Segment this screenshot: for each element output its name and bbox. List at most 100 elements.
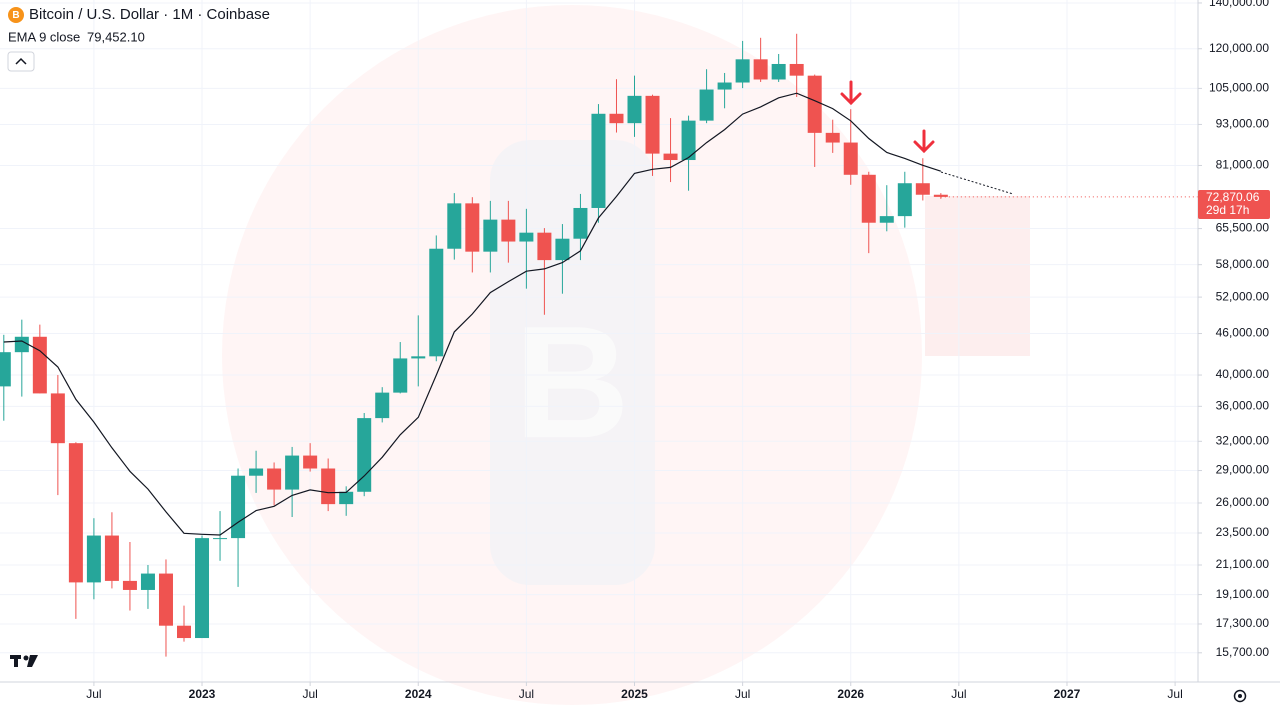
- countdown-label: 29d 17h: [1206, 203, 1249, 217]
- x-tick-label: Jul: [86, 687, 101, 701]
- candle-body: [915, 183, 930, 195]
- candle-body: [627, 95, 642, 124]
- candle-body: [267, 468, 282, 490]
- arrow-annotation: [840, 80, 935, 154]
- candle-body: [735, 59, 750, 83]
- x-tick-label: Jul: [302, 687, 317, 701]
- candle-body: [321, 468, 336, 505]
- y-tick-label: 21,100.00: [1216, 557, 1270, 571]
- candle-body: [411, 356, 426, 359]
- y-tick-label: 23,500.00: [1216, 525, 1270, 539]
- candle-body: [483, 219, 498, 252]
- ema-projection: [940, 171, 1014, 195]
- y-tick-label: 105,000.00: [1209, 81, 1269, 95]
- y-tick-label: 58,000.00: [1216, 257, 1270, 271]
- candle-body: [879, 216, 894, 223]
- candle-body: [158, 573, 173, 626]
- x-tick-label: 2025: [621, 687, 648, 701]
- candle-body: [357, 418, 372, 492]
- candle-body: [393, 358, 408, 393]
- candle-body: [50, 393, 65, 444]
- candle-body: [807, 75, 822, 133]
- candle-body: [501, 219, 516, 242]
- candle-body: [86, 535, 101, 583]
- x-tick-label: 2026: [837, 687, 864, 701]
- candle-body: [68, 443, 83, 583]
- candle-body: [753, 59, 768, 80]
- candle-body: [825, 132, 840, 143]
- projection-zone: [925, 196, 1030, 356]
- candle-body: [555, 238, 570, 261]
- candle-body: [519, 232, 534, 242]
- candle-body: [771, 63, 786, 80]
- candle-body: [609, 113, 624, 124]
- coin-icon: [8, 7, 24, 23]
- candle-body: [177, 625, 191, 639]
- candle-body: [447, 203, 462, 249]
- candle-body: [14, 336, 29, 353]
- candle-body: [717, 82, 732, 90]
- candle-body: [249, 468, 264, 476]
- y-tick-label: 36,000.00: [1216, 398, 1270, 412]
- candle-body: [789, 63, 804, 76]
- x-tick-label: 2027: [1054, 687, 1081, 701]
- price-label-box: [1198, 190, 1270, 219]
- candle-body: [933, 194, 948, 197]
- x-tick-label: Jul: [1167, 687, 1182, 701]
- tradingview-logo: [10, 655, 38, 667]
- candle-body: [591, 113, 606, 208]
- settings-button[interactable]: [1233, 689, 1247, 703]
- y-tick-label: 52,000.00: [1216, 289, 1270, 303]
- x-tick-label: Jul: [735, 687, 750, 701]
- candle-body: [861, 174, 876, 223]
- candle-body: [140, 573, 155, 590]
- y-tick-label: 29,000.00: [1216, 463, 1270, 477]
- candle-body: [573, 207, 588, 239]
- y-tick-label: 120,000.00: [1209, 41, 1269, 55]
- ema-line: [3, 92, 941, 536]
- y-tick-label: 17,300.00: [1216, 616, 1270, 630]
- y-tick-label: 46,000.00: [1216, 326, 1270, 340]
- candle-body: [465, 203, 480, 252]
- candle-body: [195, 538, 210, 639]
- x-tick-label: Jul: [519, 687, 534, 701]
- y-tick-label: 93,000.00: [1216, 117, 1270, 131]
- y-tick-label: 81,000.00: [1216, 158, 1270, 172]
- collapse-button[interactable]: [7, 51, 35, 72]
- x-tick-label: 2024: [405, 687, 432, 701]
- candle-body: [897, 183, 912, 217]
- candle-body: [285, 455, 300, 490]
- x-tick-label: Jul: [951, 687, 966, 701]
- candle-body: [104, 535, 119, 581]
- candle-body: [843, 142, 858, 175]
- ema-legend-name: EMA 9 close: [8, 29, 80, 44]
- svg-text:B: B: [514, 292, 630, 471]
- ema-legend-value: 79,452.10: [87, 29, 145, 44]
- coin-icon-glyph: B: [12, 10, 19, 21]
- candle-body: [303, 455, 318, 469]
- candle-body: [663, 153, 678, 161]
- candle-body: [429, 248, 444, 357]
- candle-body: [213, 538, 228, 540]
- x-tick-label: 2023: [189, 687, 216, 701]
- candle-body: [681, 120, 696, 161]
- chart-title: Bitcoin / U.S. Dollar · 1M · Coinbase: [29, 6, 270, 23]
- y-tick-label: 65,500.00: [1216, 221, 1270, 235]
- candle-body: [645, 95, 660, 154]
- candle-body: [537, 232, 552, 261]
- candle-body: [699, 89, 714, 121]
- y-tick-label: 19,100.00: [1216, 587, 1270, 601]
- y-tick-label: 32,000.00: [1216, 433, 1270, 447]
- y-tick-label: 40,000.00: [1216, 367, 1270, 381]
- last-price-label: 72,870.06: [1206, 190, 1260, 204]
- y-tick-label: 15,700.00: [1216, 645, 1270, 659]
- y-tick-label: 26,000.00: [1216, 495, 1270, 509]
- candle-body: [339, 491, 354, 505]
- candle-body: [32, 336, 47, 394]
- candle-body: [231, 475, 246, 539]
- candle-body: [0, 352, 11, 387]
- y-tick-label: 140,000.00: [1209, 0, 1269, 9]
- candle-body: [375, 392, 390, 419]
